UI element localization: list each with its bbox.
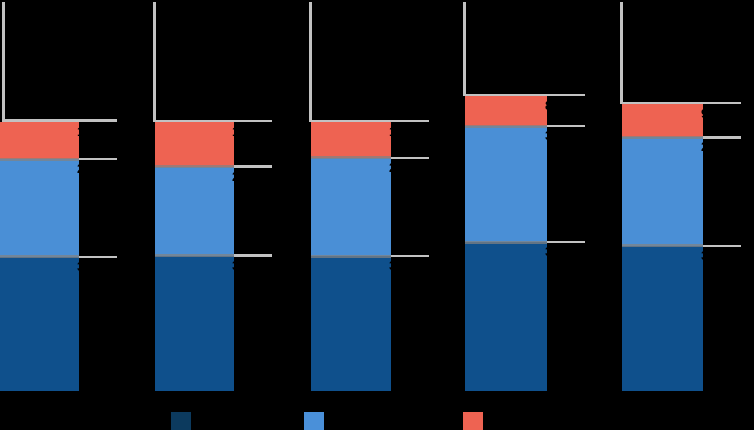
legend-swatch-medium-blue bbox=[304, 412, 324, 430]
boundary-leader-line bbox=[547, 124, 585, 128]
boundary-stripe bbox=[622, 135, 703, 139]
segment-orange-red bbox=[622, 104, 703, 138]
segment-dark-navy bbox=[311, 256, 391, 391]
segment-dark-navy bbox=[155, 255, 234, 391]
boundary-leader-line bbox=[703, 136, 741, 139]
total-value-label: 76% bbox=[589, 86, 616, 102]
boundary-stripe bbox=[0, 255, 79, 259]
segment-orange-red bbox=[465, 96, 547, 127]
total-value-label: 74% bbox=[745, 94, 754, 110]
boundary-leader-line bbox=[234, 165, 272, 168]
segment-value-label-navy: 35% bbox=[232, 257, 259, 273]
legend-swatch-dark-navy bbox=[171, 412, 191, 430]
boundary-leader-line bbox=[547, 240, 585, 244]
segment-value-label-orange: 10% bbox=[77, 123, 104, 139]
total-leader-line bbox=[309, 119, 429, 123]
segment-value-label-blue: 25% bbox=[389, 159, 416, 175]
segment-value-label-blue: 30% bbox=[545, 128, 572, 144]
segment-value-label-blue: 23% bbox=[232, 168, 259, 184]
column-axis-line bbox=[2, 2, 5, 121]
total-leader-line bbox=[463, 93, 585, 97]
segment-value-label-orange: 12% bbox=[232, 124, 259, 140]
boundary-leader-line bbox=[391, 254, 429, 258]
segment-value-label-orange: 10% bbox=[389, 124, 416, 140]
segment-value-label-navy: 38% bbox=[545, 244, 572, 259]
legend-swatch-orange-red bbox=[463, 412, 483, 430]
boundary-leader-line bbox=[703, 244, 741, 248]
total-leader-line bbox=[153, 119, 272, 123]
boundary-leader-line bbox=[234, 254, 272, 257]
total-value-label: 70% bbox=[121, 112, 148, 128]
segment-value-label-navy: 35% bbox=[389, 258, 416, 274]
legend bbox=[0, 411, 754, 430]
boundary-stripe bbox=[155, 165, 234, 169]
total-value-label: 69% bbox=[433, 113, 460, 129]
boundary-stripe bbox=[622, 244, 703, 248]
segment-value-label-orange: 9% bbox=[701, 105, 720, 121]
column-axis-line bbox=[620, 2, 623, 103]
total-leader-line bbox=[620, 101, 741, 104]
segment-dark-navy bbox=[465, 242, 547, 391]
segment-medium-blue bbox=[622, 137, 703, 246]
boundary-stripe bbox=[155, 254, 234, 258]
segment-medium-blue bbox=[0, 159, 79, 257]
column-axis-line bbox=[463, 2, 466, 95]
segment-value-label-navy: 35% bbox=[77, 258, 104, 274]
total-leader-line bbox=[2, 119, 117, 122]
boundary-leader-line bbox=[391, 156, 429, 160]
segment-dark-navy bbox=[0, 256, 79, 391]
segment-orange-red bbox=[311, 122, 391, 158]
segment-value-label-blue: 28% bbox=[701, 139, 728, 155]
boundary-stripe bbox=[465, 240, 547, 244]
column-axis-line bbox=[309, 2, 312, 122]
column-axis-line bbox=[153, 2, 156, 122]
segment-orange-red bbox=[155, 122, 234, 167]
segment-value-label-orange: 8% bbox=[545, 97, 564, 113]
boundary-stripe bbox=[311, 254, 391, 258]
boundary-stripe bbox=[311, 156, 391, 160]
boundary-leader-line bbox=[79, 255, 117, 259]
segment-orange-red bbox=[0, 121, 79, 160]
segment-value-label-navy: 37% bbox=[701, 247, 728, 263]
boundary-stripe bbox=[465, 124, 547, 128]
boundary-leader-line bbox=[79, 157, 117, 161]
segment-medium-blue bbox=[155, 166, 234, 256]
total-value-label: 69% bbox=[276, 113, 303, 129]
segment-medium-blue bbox=[465, 126, 547, 242]
segment-dark-navy bbox=[622, 245, 703, 391]
segment-value-label-blue: 25% bbox=[77, 161, 104, 177]
segment-medium-blue bbox=[311, 157, 391, 256]
boundary-stripe bbox=[0, 157, 79, 161]
